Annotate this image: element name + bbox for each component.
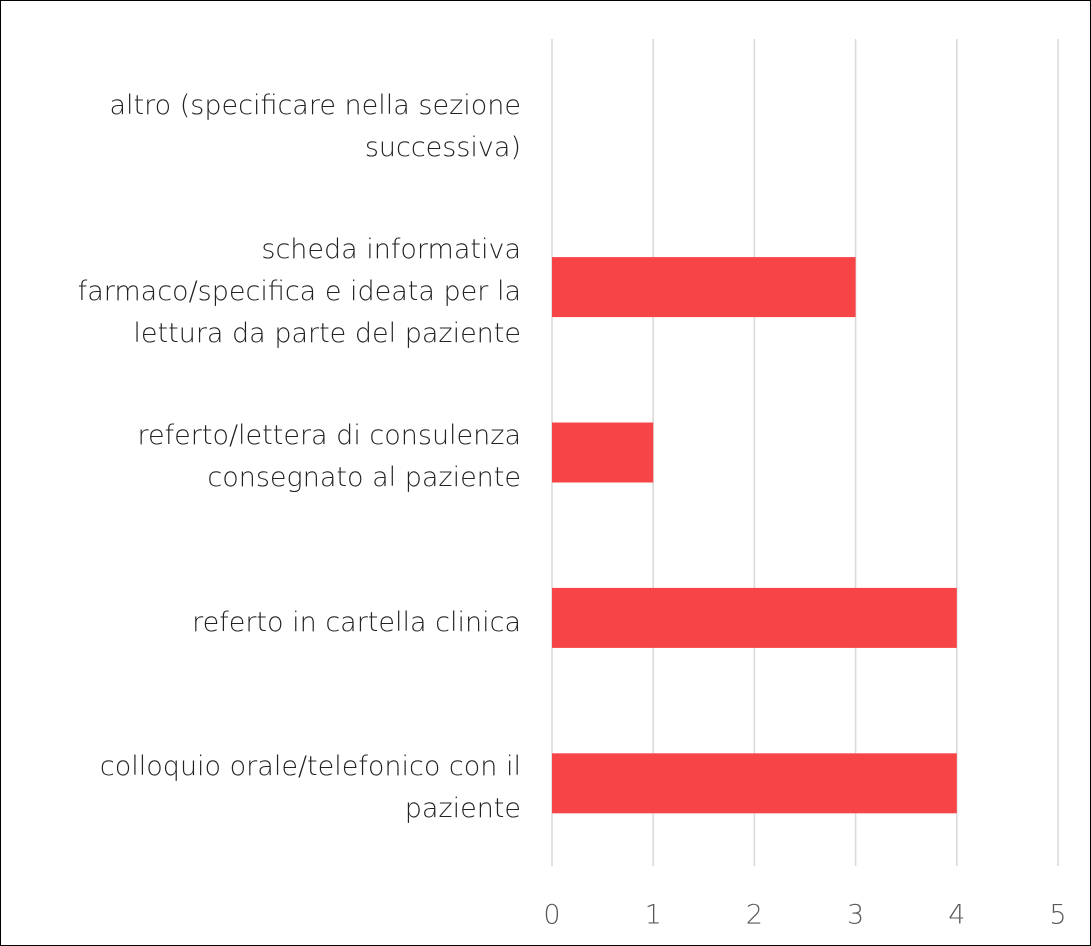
y-tick-label: colloquio orale/telefonico con il pazien… <box>15 706 521 871</box>
y-tick-label: scheda informativa farmaco/specifica e i… <box>15 209 521 374</box>
bar <box>552 422 654 483</box>
category-text: colloquio orale/telefonico con il pazien… <box>99 751 521 825</box>
bar <box>552 753 957 814</box>
x-tick-label: 5 <box>1049 900 1066 931</box>
x-tick-label: 0 <box>543 900 560 931</box>
category-text: referto/lettera di consulenza consegnato… <box>137 420 521 494</box>
bar <box>552 257 856 318</box>
category-text: scheda informativa farmaco/specifica e i… <box>77 234 521 350</box>
y-tick-label: altro (specificare nella sezione success… <box>15 44 522 209</box>
y-tick-label: referto in cartella clinica <box>15 540 521 705</box>
x-tick-label: 2 <box>746 900 763 931</box>
x-tick-label: 3 <box>847 900 864 931</box>
x-tick-label: 4 <box>948 900 965 931</box>
category-text: referto in cartella clinica <box>192 606 521 638</box>
y-tick-label: referto/lettera di consulenza consegnato… <box>15 375 521 540</box>
bar <box>552 587 957 648</box>
category-text: altro (specificare nella sezione success… <box>109 89 522 163</box>
x-tick-label: 1 <box>645 900 662 931</box>
